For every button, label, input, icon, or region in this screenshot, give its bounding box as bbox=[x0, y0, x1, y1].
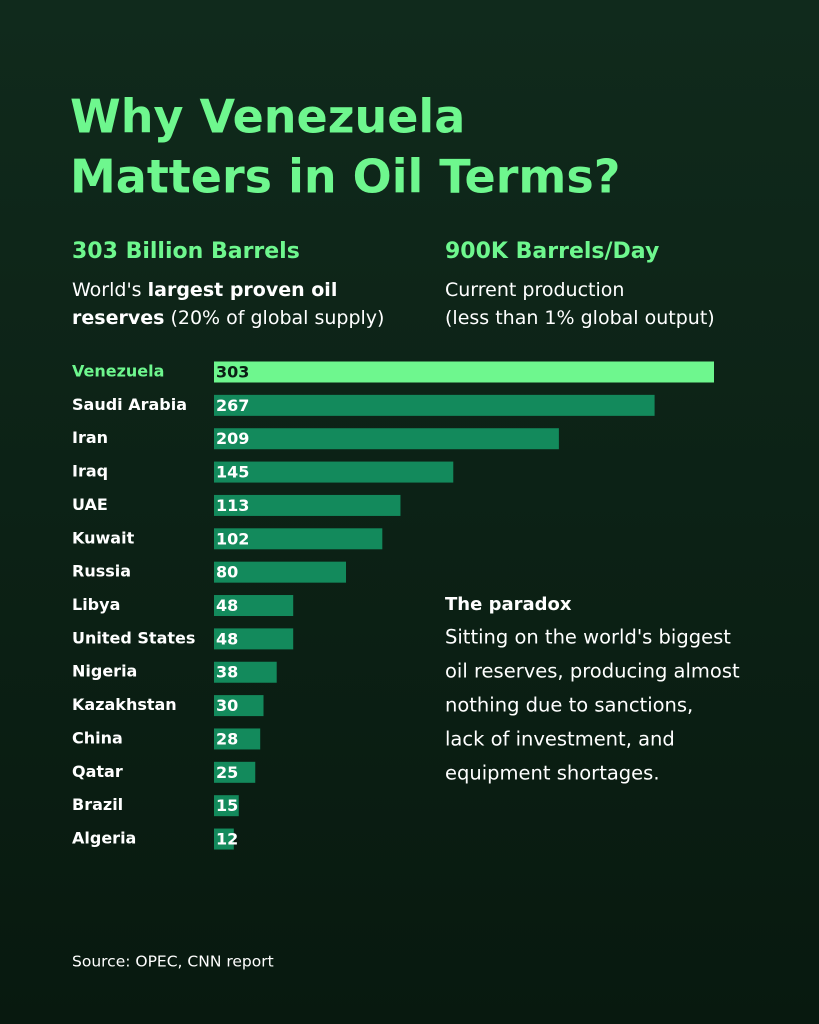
stat-text: (20% of global supply) bbox=[164, 307, 384, 329]
stat-text: World's bbox=[72, 279, 148, 301]
value-label: 12 bbox=[216, 830, 238, 849]
annotation-heading: The paradox bbox=[445, 594, 572, 615]
category-label: Saudi Arabia bbox=[72, 395, 187, 414]
stat-text: Current production bbox=[445, 279, 624, 301]
bar bbox=[214, 795, 239, 817]
bar bbox=[214, 628, 294, 650]
value-label: 209 bbox=[216, 429, 249, 448]
bar bbox=[214, 528, 383, 550]
category-label: China bbox=[72, 728, 123, 747]
value-label: 48 bbox=[216, 629, 238, 648]
bar bbox=[214, 661, 277, 683]
stat-headline: 900K Barrels/Day bbox=[445, 239, 659, 264]
category-label: Algeria bbox=[72, 829, 136, 848]
stat-description: (less than 1% global output) bbox=[445, 307, 715, 329]
bar bbox=[214, 761, 256, 783]
category-label: Qatar bbox=[72, 762, 123, 781]
bar bbox=[214, 728, 261, 750]
value-label: 30 bbox=[216, 696, 238, 715]
value-label: 267 bbox=[216, 396, 249, 415]
bar bbox=[214, 494, 401, 516]
category-label: Kuwait bbox=[72, 528, 135, 547]
stat-text: (less than 1% global output) bbox=[445, 307, 715, 329]
value-label: 25 bbox=[216, 763, 238, 782]
stat-description: reserves (20% of global supply) bbox=[72, 307, 384, 329]
annotation-text: nothing due to sanctions, bbox=[445, 694, 693, 717]
annotation-text: equipment shortages. bbox=[445, 762, 660, 785]
value-label: 145 bbox=[216, 463, 249, 482]
stat-description: World's largest proven oil bbox=[72, 279, 337, 301]
bar bbox=[214, 361, 714, 383]
category-label: Russia bbox=[72, 562, 131, 581]
value-label: 113 bbox=[216, 496, 249, 515]
annotation-text: Sitting on the world's biggest bbox=[445, 626, 731, 649]
bar bbox=[214, 428, 559, 450]
bar bbox=[214, 695, 264, 717]
category-label: Kazakhstan bbox=[72, 695, 177, 714]
source: Source: OPEC, CNN report bbox=[72, 953, 274, 971]
category-label: Iran bbox=[72, 428, 108, 447]
category-label: Venezuela bbox=[72, 362, 164, 381]
chart-title: Matters in Oil Terms? bbox=[70, 150, 620, 204]
category-label: Nigeria bbox=[72, 662, 137, 681]
bar bbox=[214, 595, 294, 617]
annotation-text: lack of investment, and bbox=[445, 728, 675, 751]
stat-text: reserves bbox=[72, 307, 164, 329]
category-label: Iraq bbox=[72, 462, 108, 481]
category-label: Libya bbox=[72, 595, 120, 614]
stat-headline: 303 Billion Barrels bbox=[72, 239, 300, 264]
chart-title: Why Venezuela bbox=[70, 90, 465, 144]
value-label: 38 bbox=[216, 663, 238, 682]
value-label: 48 bbox=[216, 596, 238, 615]
annotation-text: oil reserves, producing almost bbox=[445, 660, 740, 683]
value-label: 303 bbox=[216, 363, 249, 382]
value-label: 80 bbox=[216, 563, 238, 582]
category-label: UAE bbox=[72, 495, 108, 514]
category-label: Brazil bbox=[72, 795, 123, 814]
value-label: 15 bbox=[216, 796, 238, 815]
bar bbox=[214, 461, 454, 483]
bar bbox=[214, 828, 234, 850]
value-label: 102 bbox=[216, 529, 249, 548]
bar bbox=[214, 561, 347, 583]
stat-text: largest proven oil bbox=[148, 279, 338, 301]
category-label: United States bbox=[72, 628, 195, 647]
value-label: 28 bbox=[216, 729, 238, 748]
bar bbox=[214, 394, 655, 416]
stat-description: Current production bbox=[445, 279, 624, 301]
